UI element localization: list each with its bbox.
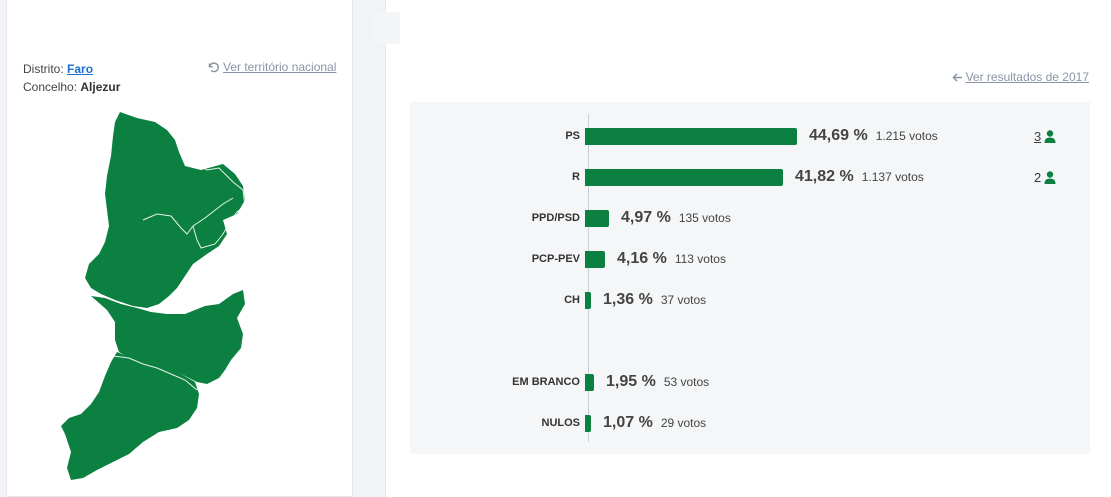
person-icon: [1044, 129, 1056, 143]
party-name: CH: [564, 294, 580, 306]
party-name: EM BRANCO: [512, 376, 580, 388]
vote-percentage: 41,82 %: [795, 168, 854, 185]
person-icon: [1044, 170, 1056, 184]
vote-percentage: 1,36 %: [603, 291, 653, 308]
party-name: R: [572, 171, 580, 183]
council-line: Concelho: Aljezur: [23, 78, 120, 96]
vote-percentage: 44,69 %: [809, 127, 868, 144]
national-territory-label: Ver território nacional: [223, 60, 337, 74]
vote-count: 113 votos: [674, 252, 726, 266]
seats-number[interactable]: 3: [1034, 128, 1042, 144]
undo-icon: [208, 61, 219, 72]
vote-percentage: 1,95 %: [606, 373, 656, 390]
results-chart: PS 44,69 % 1.215 votos 3 R 41,82 % 1.137 votos…: [410, 102, 1090, 454]
vote-bar: [585, 127, 797, 145]
vote-count: 37 votos: [660, 293, 707, 307]
location-info: Distrito: Faro Concelho: Aljezur: [23, 60, 120, 96]
results-card: Ver resultados de 2017 PS 44,69 % 1.215 vo…: [374, 0, 1111, 497]
map-region-south[interactable]: [61, 352, 199, 480]
arrow-left-icon: [951, 72, 962, 82]
council-value: Aljezur: [80, 80, 121, 94]
map-borders: [112, 145, 283, 391]
result-row[interactable]: R 41,82 % 1.137 votos 2: [410, 166, 1090, 188]
vote-count: 1.215 votos: [875, 129, 938, 143]
vote-bar: [585, 373, 594, 391]
council-map[interactable]: [47, 108, 317, 486]
result-row[interactable]: PCP-PEV 4,16 % 113 votos: [410, 248, 1090, 270]
map-region-north[interactable]: [85, 112, 245, 308]
seats-count[interactable]: 3: [1034, 129, 1056, 144]
vote-bar: [585, 291, 591, 309]
party-name: PCP-PEV: [531, 253, 580, 265]
district-line: Distrito: Faro: [23, 60, 120, 78]
vote-bar: [585, 168, 783, 186]
result-row[interactable]: EM BRANCO 1,95 % 53 votos: [410, 371, 1090, 393]
party-name: NULOS: [541, 417, 581, 429]
district-link[interactable]: Faro: [67, 62, 94, 76]
result-row[interactable]: NULOS 1,07 % 29 votos: [410, 412, 1090, 434]
vote-bar: [585, 414, 591, 432]
vote-count: 29 votos: [660, 416, 707, 430]
party-name: PPD/PSD: [531, 212, 580, 224]
vote-count: 1.137 votos: [861, 170, 924, 184]
seats-count: 2: [1034, 170, 1056, 185]
national-territory-link[interactable]: Ver território nacional: [207, 60, 336, 74]
tab-stub: [374, 12, 400, 44]
result-row[interactable]: PS 44,69 % 1.215 votos 3: [410, 125, 1090, 147]
district-label: Distrito:: [23, 62, 64, 76]
vote-count: 135 votos: [678, 211, 731, 225]
vote-bar: [585, 250, 605, 268]
previous-results-link[interactable]: Ver resultados de 2017: [951, 70, 1089, 84]
previous-results-label: Ver resultados de 2017: [965, 70, 1089, 84]
vote-percentage: 4,16 %: [617, 250, 667, 267]
council-label: Concelho:: [23, 80, 78, 94]
seats-number: 2: [1034, 169, 1042, 185]
result-row[interactable]: PPD/PSD 4,97 % 135 votos: [410, 207, 1090, 229]
result-row[interactable]: CH 1,36 % 37 votos: [410, 289, 1090, 311]
chart-axis: [588, 114, 589, 442]
map-card: Distrito: Faro Concelho: Aljezur Ver ter…: [6, 0, 353, 497]
vote-bar: [585, 209, 609, 227]
map-region-central[interactable]: [91, 290, 245, 384]
vote-count: 53 votos: [663, 375, 710, 389]
vote-percentage: 1,07 %: [603, 414, 653, 431]
vote-percentage: 4,97 %: [621, 209, 671, 226]
party-name: PS: [565, 130, 580, 142]
